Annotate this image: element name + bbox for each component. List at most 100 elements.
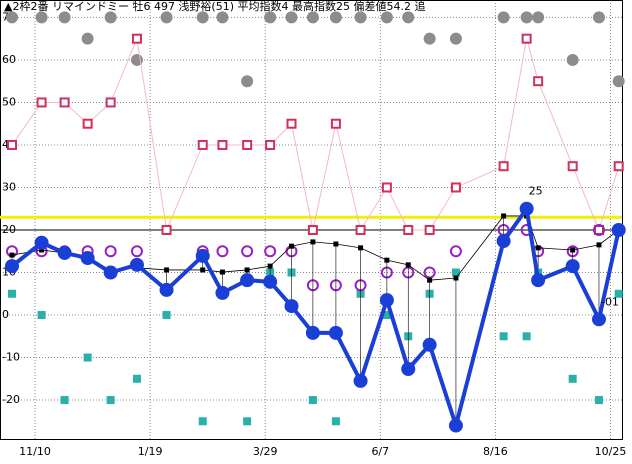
lower-point (522, 332, 531, 341)
lower-point (308, 396, 317, 405)
index-point (57, 245, 72, 260)
y-tick-label: 60 (2, 53, 16, 66)
top-point (566, 53, 579, 66)
index-point (328, 325, 343, 340)
plot-frame (0, 0, 623, 440)
lower-point (451, 268, 460, 277)
base-point (130, 245, 143, 258)
top-point (402, 11, 415, 24)
base-point (264, 245, 277, 258)
index-point (34, 235, 49, 250)
lower-point (568, 374, 577, 383)
index-point (448, 418, 463, 433)
x-tick-label: 11/10 (19, 445, 51, 458)
top-point (216, 11, 229, 24)
top-point (81, 32, 94, 45)
index-point (496, 234, 511, 249)
top-point (285, 11, 298, 24)
upper-point (613, 161, 624, 172)
upper-point (307, 224, 318, 235)
index-point (379, 293, 394, 308)
upper-point (498, 161, 509, 172)
lower-point (37, 311, 46, 320)
top-point (354, 11, 367, 24)
upper-point (82, 118, 93, 129)
base-point (216, 245, 229, 258)
lower-point (8, 289, 17, 298)
lower-point (499, 332, 508, 341)
index-point (565, 259, 580, 274)
index-point (103, 265, 118, 280)
upper-point (161, 224, 172, 235)
index-point (591, 312, 606, 327)
top-point (592, 11, 605, 24)
top-point (423, 32, 436, 45)
upper-point (355, 224, 366, 235)
index-point (129, 257, 144, 272)
y-tick-label: -20 (2, 393, 20, 406)
lower-point (382, 311, 391, 320)
upper-point (330, 118, 341, 129)
index-point (531, 273, 546, 288)
lower-point (83, 353, 92, 362)
top-point (104, 11, 117, 24)
index-point (305, 325, 320, 340)
lower-point (198, 417, 207, 426)
top-point (612, 75, 625, 88)
upper-point (197, 139, 208, 150)
upper-point (424, 224, 435, 235)
y-tick-label: 50 (2, 95, 16, 108)
x-tick-label: 6/7 (371, 445, 389, 458)
index-point (401, 362, 416, 377)
index-point (611, 222, 626, 237)
base-point (241, 245, 254, 258)
lower-point (106, 396, 115, 405)
upper-point (217, 139, 228, 150)
index-point (353, 373, 368, 388)
upper-point (521, 33, 532, 44)
index-point (519, 201, 534, 216)
x-tick-label: 3/29 (253, 445, 278, 458)
top-point (532, 11, 545, 24)
upper-point (265, 139, 276, 150)
base-point (592, 223, 605, 236)
lower-point (594, 396, 603, 405)
top-point (306, 11, 319, 24)
top-point (35, 11, 48, 24)
top-point (264, 11, 277, 24)
top-point (329, 11, 342, 24)
index-point (422, 337, 437, 352)
lower-point (243, 417, 252, 426)
index-point (284, 299, 299, 314)
lower-point (162, 311, 171, 320)
lower-point (132, 374, 141, 383)
base-point (449, 245, 462, 258)
upper-point (7, 139, 18, 150)
index-point (215, 285, 230, 300)
top-point (449, 32, 462, 45)
top-point (6, 11, 19, 24)
data-label: -01 (601, 295, 619, 308)
top-point (520, 11, 533, 24)
upper-point (567, 161, 578, 172)
upper-point (36, 97, 47, 108)
upper-point (105, 97, 116, 108)
index-point (240, 273, 255, 288)
average-point (9, 252, 15, 258)
top-point (160, 11, 173, 24)
chart-title: ▲2枠2番 リマインドミー 牡6 497 浅野裕(51) 平均指数4 最高指数2… (4, 0, 426, 13)
top-point (497, 11, 510, 24)
upper-point (533, 76, 544, 87)
y-tick-label: -10 (2, 351, 20, 364)
index-point (159, 282, 174, 297)
base-point (423, 266, 436, 279)
upper-point (381, 182, 392, 193)
upper-point (131, 33, 142, 44)
x-tick-label: 8/16 (483, 445, 508, 458)
upper-point (450, 182, 461, 193)
top-point (380, 11, 393, 24)
base-point (104, 245, 117, 258)
index-point (80, 251, 95, 266)
top-point (58, 11, 71, 24)
